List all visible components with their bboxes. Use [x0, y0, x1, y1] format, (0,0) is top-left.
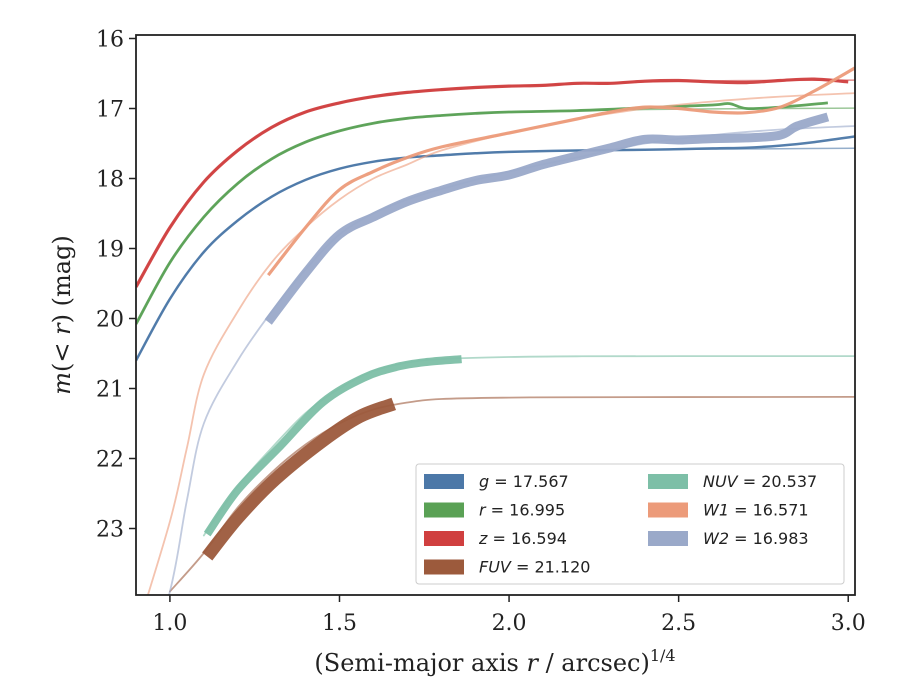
legend-swatch-w1: [648, 502, 688, 518]
y-axis-label: m(< r) (mag): [48, 235, 76, 395]
legend-label-nuv: NUV = 20.537: [703, 472, 817, 491]
x-axis-label: (Semi-major axis r / arcsec)1/4: [314, 646, 675, 677]
axis-ticks: 1.0 1.5 2.0 2.5 3.0 16 17 18 19 20 21 22 23: [96, 28, 866, 637]
legend-swatch-w2: [648, 531, 688, 546]
y-tick-label: 17: [96, 98, 124, 123]
model-curve-w1: [146, 92, 855, 595]
plot-frame: [135, 34, 856, 596]
x-tick-label: 3.0: [831, 611, 866, 636]
legend-swatch-z: [424, 531, 464, 546]
x-tick-label: 2.5: [661, 611, 696, 636]
legend-label-fuv: FUV = 21.120: [479, 558, 590, 577]
y-tick-label: 20: [96, 308, 124, 333]
y-tick-label: 16: [96, 28, 124, 53]
legend-swatch-r: [424, 502, 464, 518]
y-tick-label: 23: [96, 518, 124, 543]
legend-label-w2: W2 = 16.983: [703, 529, 809, 548]
legend-swatch-fuv: [424, 559, 464, 575]
legend-swatch-nuv: [648, 474, 688, 489]
legend: g = 17.567 r = 16.995 z = 16.594 FUV = 21.1…: [415, 463, 845, 585]
data-curve-nuv: [203, 355, 462, 537]
legend-swatch-g: [424, 474, 464, 489]
x-tick-label: 1.0: [152, 611, 187, 636]
data-curve-w1: [267, 66, 855, 277]
series-layer: [136, 66, 855, 595]
legend-box: [415, 463, 845, 585]
legend-label-z: z = 16.594: [478, 529, 567, 548]
y-tick-label: 18: [96, 168, 124, 193]
y-tick-label: 22: [96, 448, 124, 473]
y-tick-label: 21: [96, 378, 124, 403]
data-curve-g: [136, 135, 855, 362]
y-tick-label: 19: [96, 238, 124, 263]
x-tick-label: 2.0: [492, 611, 527, 636]
data-curve-w2: [264, 112, 830, 325]
data-curve-r: [136, 101, 828, 325]
x-tick-label: 1.5: [322, 611, 357, 636]
legend-label-g: g = 17.567: [479, 472, 569, 491]
data-curve-z: [136, 77, 849, 288]
data-curve-fuv: [202, 397, 397, 561]
legend-label-w1: W1 = 16.571: [703, 501, 809, 520]
legend-label-r: r = 16.995: [479, 501, 565, 520]
